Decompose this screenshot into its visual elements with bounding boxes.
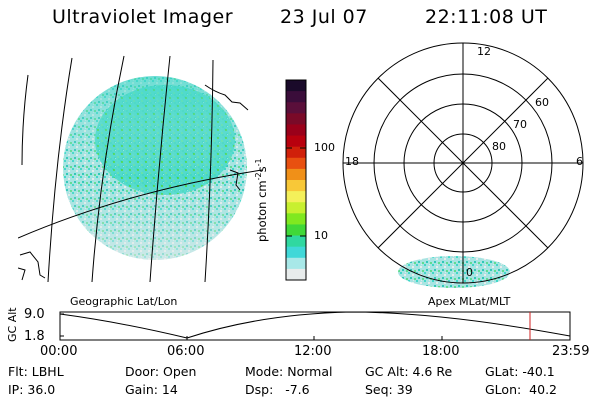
colorbar-segment bbox=[286, 180, 306, 192]
colorbar-segment bbox=[286, 191, 306, 203]
geographic-image bbox=[18, 55, 262, 283]
colorbar-tick-10: 10 bbox=[314, 229, 328, 242]
colorbar-segment bbox=[286, 213, 306, 225]
timeline-x-1800: 18:00 bbox=[422, 344, 460, 359]
observation-time: 22:11:08 UT bbox=[425, 6, 548, 28]
colorbar-tick-100: 100 bbox=[314, 141, 335, 154]
info-gc-alt: GC Alt: 4.6 Re bbox=[365, 364, 453, 379]
altitude-curve bbox=[59, 311, 571, 339]
timeline-y-max: 9.0 bbox=[24, 307, 45, 322]
colorbar-segment bbox=[286, 135, 306, 148]
info-glon: GLon: 40.2 bbox=[485, 382, 557, 397]
timeline-x-0600: 06:00 bbox=[167, 344, 205, 359]
info-gain: Gain: 14 bbox=[125, 382, 178, 397]
colorbar-segment bbox=[286, 202, 306, 214]
mlt-label-12: 12 bbox=[477, 45, 491, 58]
colorbar-segment bbox=[286, 246, 306, 259]
colorbar bbox=[286, 80, 306, 281]
info-dsp: Dsp: -7.6 bbox=[245, 382, 310, 397]
instrument-title: Ultraviolet Imager bbox=[52, 6, 234, 28]
polar-plot bbox=[342, 42, 584, 288]
timeline-x-1200: 12:00 bbox=[294, 344, 332, 359]
colorbar-segment bbox=[286, 268, 306, 281]
observation-date: 23 Jul 07 bbox=[280, 6, 368, 28]
colorbar-segment bbox=[286, 257, 306, 270]
colorbar-segment bbox=[286, 91, 306, 103]
colorbar-segment bbox=[286, 124, 306, 137]
mlt-label-0: 0 bbox=[466, 266, 473, 279]
colorbar-segment bbox=[286, 146, 306, 159]
info-mode: Mode: Normal bbox=[245, 364, 333, 379]
mlat-label-70: 70 bbox=[513, 118, 527, 131]
geo-caption: Geographic Lat/Lon bbox=[70, 295, 178, 308]
info-seq: Seq: 39 bbox=[365, 382, 413, 397]
info-glat: GLat: -40.1 bbox=[485, 364, 555, 379]
timeline-y-min: 1.8 bbox=[24, 329, 45, 344]
info-door: Door: Open bbox=[125, 364, 197, 379]
info-ip: IP: 36.0 bbox=[8, 382, 56, 397]
mlt-label-18: 18 bbox=[345, 155, 359, 168]
colorbar-segment bbox=[286, 224, 306, 237]
colorbar-segment bbox=[286, 80, 306, 92]
mlt-label-6: 6 bbox=[576, 155, 583, 168]
colorbar-segment bbox=[286, 102, 306, 114]
colorbar-segment bbox=[286, 113, 306, 125]
colorbar-frame bbox=[285, 79, 307, 281]
timeline-x-0000: 00:00 bbox=[40, 344, 78, 359]
timeline-x-2359: 23:59 bbox=[552, 344, 590, 359]
colorbar-segment bbox=[286, 157, 306, 170]
timeline-plot bbox=[59, 311, 571, 341]
colorbar-unit-label: photon cm-2s-1 bbox=[254, 158, 269, 242]
colorbar-segment bbox=[286, 168, 306, 181]
info-filter: Flt: LBHL bbox=[8, 364, 64, 379]
mlat-label-60: 60 bbox=[535, 96, 549, 109]
polar-aurora bbox=[398, 256, 510, 288]
timeline-axis-title: GC Alt bbox=[6, 307, 19, 342]
colorbar-segment bbox=[286, 235, 306, 248]
polar-caption: Apex MLat/MLT bbox=[428, 295, 511, 308]
geo-grid bbox=[18, 55, 262, 283]
mlat-label-80: 80 bbox=[492, 140, 506, 153]
